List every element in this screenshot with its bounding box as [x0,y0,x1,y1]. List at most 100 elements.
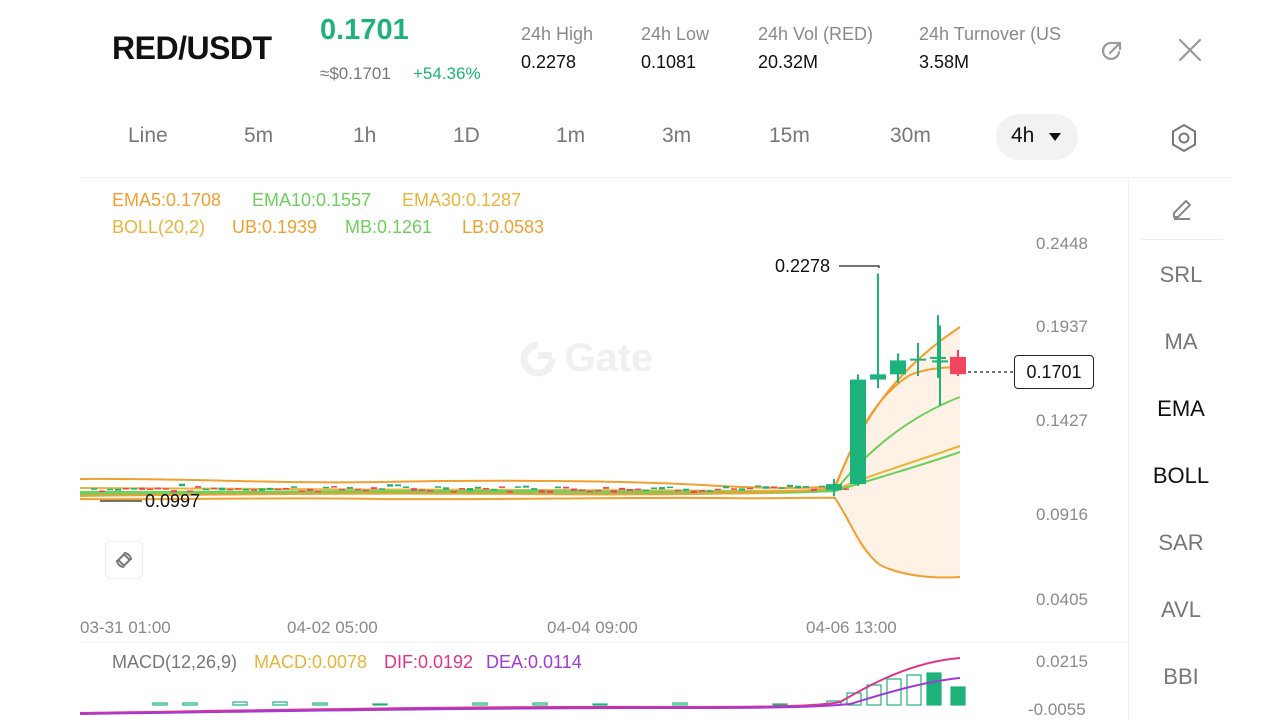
divider [80,177,1232,178]
candle [675,489,681,492]
macd-bar [906,674,922,706]
macd-axis-label: -0.0055 [1028,700,1086,719]
candle [491,488,497,491]
high-price-label: 0.2278 [775,256,831,276]
candle [411,488,417,491]
tab-1h[interactable]: 1h [353,124,377,147]
sidebar-item-ma[interactable]: MA [1164,329,1198,354]
kline-panel: RED/USDT 0.1701 ≈$0.1701 +54.36% 24h Hig… [80,0,1233,720]
sidebar-item-bbi[interactable]: BBI [1163,664,1199,689]
candle [739,488,745,491]
candle-body [850,379,866,485]
macd-bar [272,701,288,706]
candle [371,487,377,490]
candle [267,487,273,490]
candle [403,486,409,488]
candle [155,487,161,490]
candle [219,487,225,491]
tab-5m[interactable]: 5m [244,124,274,147]
price-chart[interactable] [80,178,1128,718]
candle [387,484,393,487]
candle [483,488,489,490]
dif-value: DIF:0.0192 [384,652,474,672]
candle [715,488,721,491]
candle [339,488,345,491]
candle [771,486,777,488]
candle [459,488,465,490]
macd-value: MACD:0.0078 [254,652,368,672]
sidebar-item-sar[interactable]: SAR [1158,530,1204,555]
candle [419,489,425,491]
macd-label: MACD(12,26,9) [112,652,238,672]
candle [787,484,793,487]
ema10-value: EMA10:0.1557 [252,190,372,210]
candle [819,485,825,488]
macd-bar [152,702,168,706]
candle [187,490,193,492]
candle [299,490,305,492]
ema30-value: EMA30:0.1287 [402,190,522,210]
tab-3m[interactable]: 3m [662,124,692,147]
candle [579,489,585,492]
close-icon[interactable] [1176,36,1204,64]
candle [99,490,105,492]
candle [123,488,129,490]
time-axis-label: 04-06 13:00 [806,618,897,637]
candle [499,486,505,488]
macd-bar [472,702,488,706]
candle [235,488,241,490]
pair-name: RED/USDT [112,30,272,66]
candle [179,483,185,487]
boll-mid-line [80,451,961,494]
candle [747,487,753,490]
candle [451,491,457,493]
tab-1m[interactable]: 1m [556,124,586,147]
rotate-button[interactable] [105,541,143,579]
tab-4h[interactable]: 4h [996,114,1078,160]
sidebar-item-boll[interactable]: BOLL [1152,463,1210,488]
price-change: +54.36% [413,64,481,83]
price-axis-label: 0.2448 [1036,234,1088,253]
time-axis-label: 03-31 01:00 [80,618,171,637]
candle [763,486,769,489]
tab-1d[interactable]: 1D [453,124,480,147]
rotate-icon [116,552,132,568]
price-axis-label: 0.1427 [1036,411,1088,430]
sidebar-item-srl[interactable]: SRL [1159,262,1203,287]
share-icon[interactable] [1097,36,1127,66]
candle [195,486,201,488]
time-axis-label: 04-04 09:00 [547,618,638,637]
candle [283,487,289,490]
candle [243,488,249,491]
stat-low-label: 24h Low [641,24,710,44]
macd-bar [232,701,248,706]
candle [395,484,401,487]
tab-30m[interactable]: 30m [890,124,931,147]
candle-body [870,374,886,380]
dea-line [80,677,961,715]
ema5-value: EMA5:0.1708 [112,190,222,210]
stat-high-label: 24h High [521,24,594,44]
candle [163,488,169,490]
draw-pencil-icon[interactable] [1169,196,1195,222]
time-axis-label: 04-02 05:00 [287,618,378,637]
boll-lb-value: LB:0.0583 [462,217,545,237]
tab-15m[interactable]: 15m [769,124,810,147]
candle [843,488,849,490]
candle-body [826,484,842,491]
settings-icon[interactable] [1168,122,1200,154]
candle [611,490,617,493]
dea-value: DEA:0.0114 [486,652,582,672]
candle [323,486,329,489]
candle [755,485,761,487]
candle [651,487,657,489]
stat-low-value: 0.1081 [641,52,697,72]
sidebar-item-avl[interactable]: AVL [1161,597,1201,622]
candle [275,488,281,491]
boll-upper-line [80,326,961,489]
sidebar-item-ema[interactable]: EMA [1157,396,1205,421]
candle [259,488,265,491]
candle-body [910,358,926,361]
candle [547,490,553,494]
tab-line[interactable]: Line [128,124,168,147]
